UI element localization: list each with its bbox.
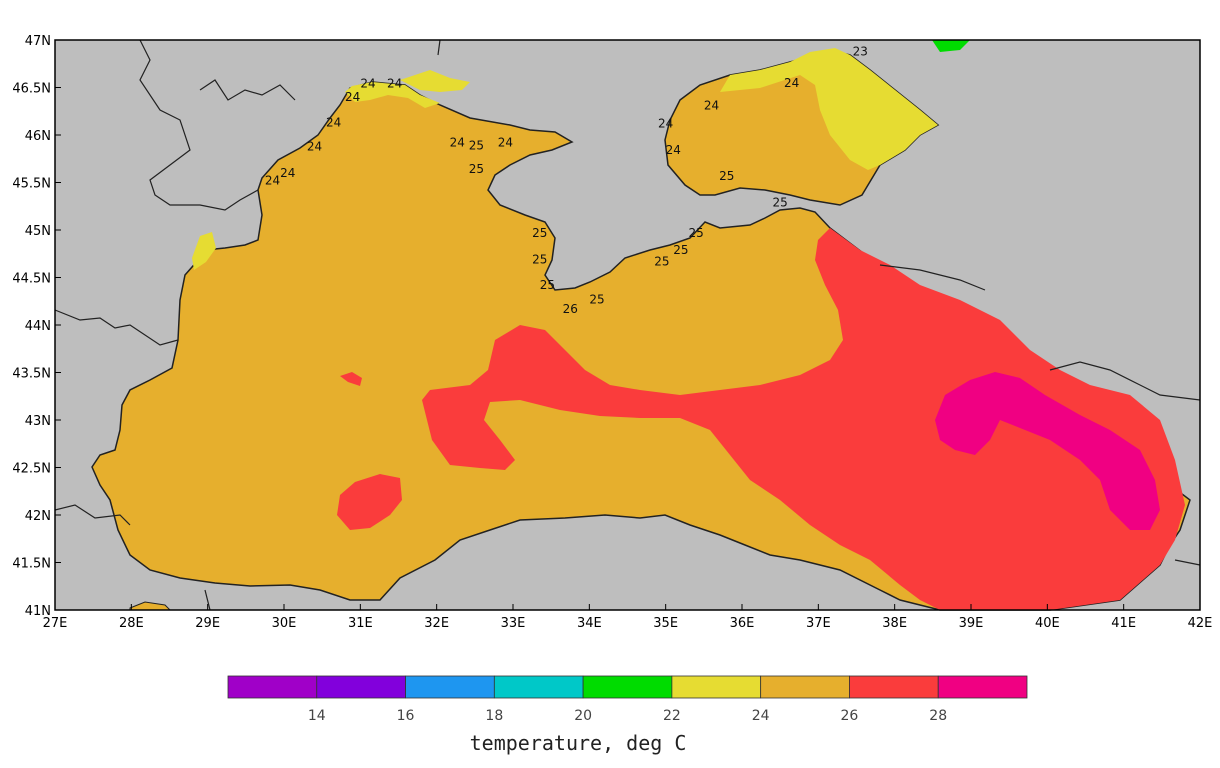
contour-label: 25: [532, 226, 547, 240]
lon-tick-label: 36E: [730, 616, 755, 631]
lon-tick-label: 37E: [806, 616, 831, 631]
lat-tick-label: 43.5N: [12, 367, 51, 382]
political-borders: [54, 39, 1201, 611]
lat-tick-label: 47N: [25, 34, 51, 49]
colorbar-tick-label: 24: [752, 708, 770, 724]
lon-tick-label: 38E: [882, 616, 907, 631]
colorbar-swatch: [937, 675, 1028, 699]
contour-label: 24: [387, 77, 402, 91]
colorbar-swatch: [849, 675, 939, 699]
colorbar-swatch: [405, 675, 495, 699]
lat-tick-label: 41.5N: [12, 557, 51, 572]
contour-label: 24: [666, 143, 681, 157]
colorbar-tick-label: 20: [574, 708, 592, 724]
colorbar-swatch: [493, 675, 584, 699]
lon-tick-label: 27E: [43, 616, 68, 631]
lat-tick-label: 42N: [25, 509, 51, 524]
contour-label: 25: [532, 252, 547, 266]
colorbar-tick-label: 14: [308, 708, 326, 724]
azov-green-region: [932, 40, 970, 52]
contour-label: 25: [673, 243, 688, 257]
danube-yellow: [192, 232, 216, 270]
contour-label: 25: [719, 169, 734, 183]
colorbar-tick-label: 18: [485, 708, 503, 724]
contour-label: 24: [784, 76, 799, 90]
nw-yellow-region: [345, 82, 440, 108]
colorbar-swatch: [316, 675, 406, 699]
colorbar-tick-label: 16: [397, 708, 415, 724]
lon-tick-label: 34E: [577, 616, 602, 631]
contour-label: 25: [540, 278, 555, 292]
lon-tick-label: 32E: [424, 616, 449, 631]
sea-pink-region: [935, 372, 1160, 530]
sea-layer: [91, 40, 1191, 611]
contour-label: 25: [654, 254, 669, 268]
contour-label: 25: [689, 226, 704, 240]
contour-label: 24: [658, 117, 673, 131]
longitude-labels: 27E 28E 29E 30E 31E 32E 33E 34E 35E 36E 37E 38E 39E 4…: [43, 616, 1213, 631]
lat-tick-label: 46N: [25, 129, 51, 144]
colorbar-swatch: [760, 675, 850, 699]
lat-tick-label: 41N: [25, 604, 51, 619]
contour-label: 24: [360, 77, 375, 91]
axis-ticks: [54, 39, 1201, 611]
colorbar-swatch: [227, 675, 318, 699]
lat-tick-label: 44N: [25, 319, 51, 334]
colorbar-tick-label: 26: [841, 708, 859, 724]
red-speck: [340, 372, 362, 386]
contour-label: 24: [307, 139, 322, 153]
lon-tick-label: 41E: [1111, 616, 1136, 631]
colorbar-swatch: [671, 675, 762, 699]
lon-tick-label: 33E: [501, 616, 526, 631]
contour-label: 25: [469, 138, 484, 152]
lon-tick-label: 39E: [959, 616, 984, 631]
contour-label: 24: [704, 99, 719, 113]
colorbar: [227, 675, 1028, 699]
lon-tick-label: 29E: [195, 616, 220, 631]
lon-tick-label: 28E: [119, 616, 144, 631]
colorbar-swatch: [582, 675, 673, 699]
contour-label: 25: [469, 162, 484, 176]
contour-label: 25: [773, 195, 788, 209]
contour-label: 23: [853, 44, 868, 58]
contour-label: 25: [589, 292, 604, 306]
lon-tick-label: 31E: [348, 616, 373, 631]
contour-label: 26: [563, 302, 578, 316]
contour-label: 24: [450, 136, 465, 150]
contour-label: 24: [498, 136, 513, 150]
lon-tick-label: 40E: [1035, 616, 1060, 631]
contour-label: 24: [280, 166, 295, 180]
contour-label: 24: [265, 174, 280, 188]
lon-tick-label: 30E: [272, 616, 297, 631]
contour-label: 24: [326, 116, 341, 130]
red-blob-west: [337, 474, 402, 530]
lat-tick-label: 42.5N: [12, 462, 51, 477]
latitude-labels: 47N 46.5N 46N 45.5N 45N 44.5N 44N 43.5N 43N 42.5N…: [12, 34, 51, 619]
colorbar-tick-labels: 14 16 18 20 22 24 26 28: [308, 708, 947, 724]
lat-tick-label: 44.5N: [12, 272, 51, 287]
lat-tick-label: 46.5N: [12, 82, 51, 97]
lat-tick-label: 45N: [25, 224, 51, 239]
lon-tick-label: 35E: [653, 616, 678, 631]
colorbar-tick-label: 28: [929, 708, 947, 724]
lon-tick-label: 42E: [1188, 616, 1213, 631]
colorbar-title: temperature, deg C: [470, 731, 687, 755]
dniester-yellow: [400, 70, 470, 92]
sea-red-region: [422, 228, 1185, 610]
contour-label: 24: [345, 90, 360, 104]
azov-yellow-region: [720, 48, 938, 170]
colorbar-tick-label: 22: [663, 708, 681, 724]
lat-tick-label: 45.5N: [12, 177, 51, 192]
lat-tick-label: 43N: [25, 414, 51, 429]
